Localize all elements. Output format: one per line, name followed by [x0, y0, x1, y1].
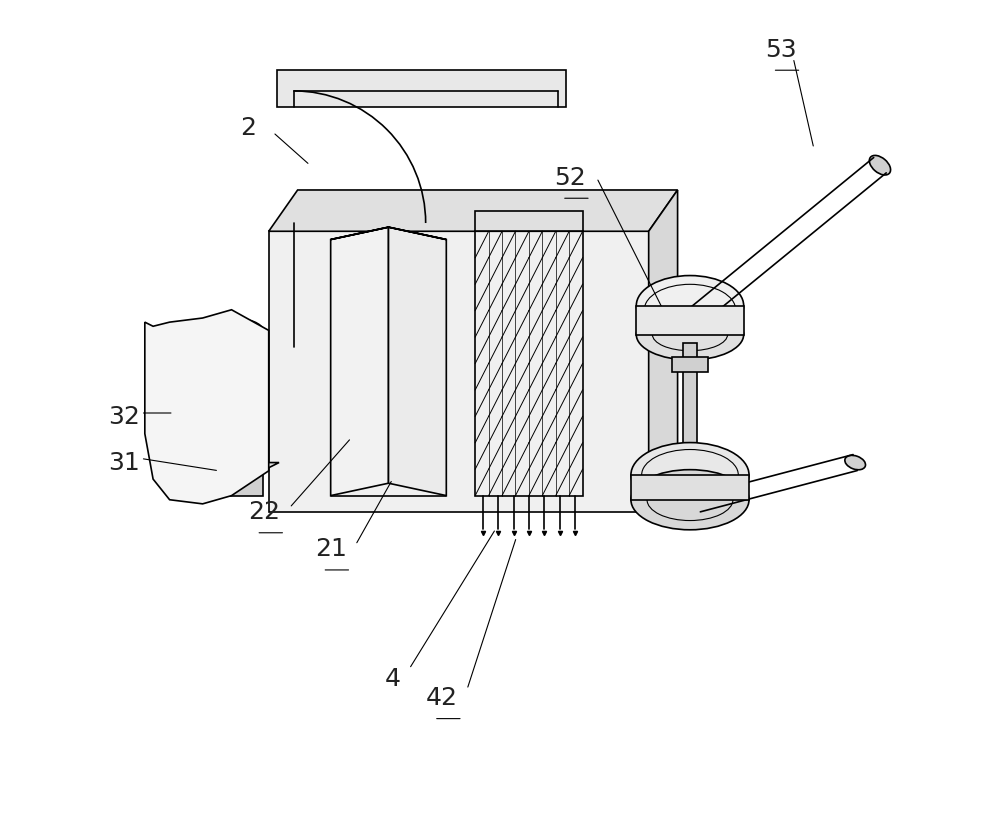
Bar	[161, 434, 175, 450]
Bar	[208, 463, 221, 479]
Text: 52: 52	[554, 165, 586, 190]
Bar	[208, 434, 221, 450]
Bar	[201, 471, 263, 496]
Text: 53: 53	[765, 37, 797, 62]
Bar	[362, 438, 377, 463]
Bar	[417, 279, 432, 304]
Bar	[475, 211, 583, 231]
Text: 32: 32	[108, 405, 140, 430]
Polygon shape	[649, 190, 678, 512]
Bar	[339, 279, 354, 304]
Text: 21: 21	[315, 537, 347, 562]
Bar	[362, 279, 377, 304]
Bar	[161, 376, 175, 392]
Bar	[184, 405, 198, 421]
Bar	[184, 463, 198, 479]
Bar	[184, 347, 198, 363]
Bar	[475, 231, 583, 496]
Text: 22: 22	[249, 500, 281, 525]
Bar	[417, 438, 432, 463]
Ellipse shape	[200, 458, 263, 483]
Bar	[161, 405, 175, 421]
Bar	[394, 358, 409, 383]
Bar	[339, 398, 354, 423]
Bar	[417, 319, 432, 344]
Polygon shape	[145, 310, 269, 504]
Bar	[208, 405, 221, 421]
Polygon shape	[636, 306, 744, 335]
Bar	[394, 279, 409, 304]
Bar	[362, 398, 377, 423]
Text: 4: 4	[385, 667, 401, 691]
Text: 42: 42	[426, 686, 458, 710]
Polygon shape	[331, 227, 446, 240]
Bar	[208, 347, 221, 363]
Bar	[394, 319, 409, 344]
Ellipse shape	[631, 443, 749, 507]
Bar	[208, 376, 221, 392]
Bar	[394, 438, 409, 463]
Bar	[417, 358, 432, 383]
Ellipse shape	[631, 470, 749, 529]
Bar	[394, 398, 409, 423]
Bar	[362, 358, 377, 383]
Bar	[184, 376, 198, 392]
Polygon shape	[269, 231, 649, 512]
Bar	[683, 343, 697, 475]
Polygon shape	[331, 227, 388, 496]
Polygon shape	[201, 463, 279, 471]
Polygon shape	[388, 227, 446, 496]
Bar	[362, 319, 377, 344]
Polygon shape	[631, 475, 749, 500]
Bar	[339, 438, 354, 463]
Ellipse shape	[636, 309, 744, 360]
Bar	[339, 319, 354, 344]
Text: 2: 2	[240, 116, 256, 140]
Text: 31: 31	[108, 450, 140, 475]
Ellipse shape	[845, 455, 866, 470]
Bar	[672, 357, 708, 372]
Bar	[161, 463, 175, 479]
Bar	[417, 398, 432, 423]
Ellipse shape	[869, 155, 891, 175]
Ellipse shape	[636, 276, 744, 335]
Bar	[184, 434, 198, 450]
Bar	[339, 358, 354, 383]
Ellipse shape	[200, 318, 263, 343]
Bar	[277, 70, 566, 107]
Bar	[161, 347, 175, 363]
Polygon shape	[269, 190, 678, 231]
